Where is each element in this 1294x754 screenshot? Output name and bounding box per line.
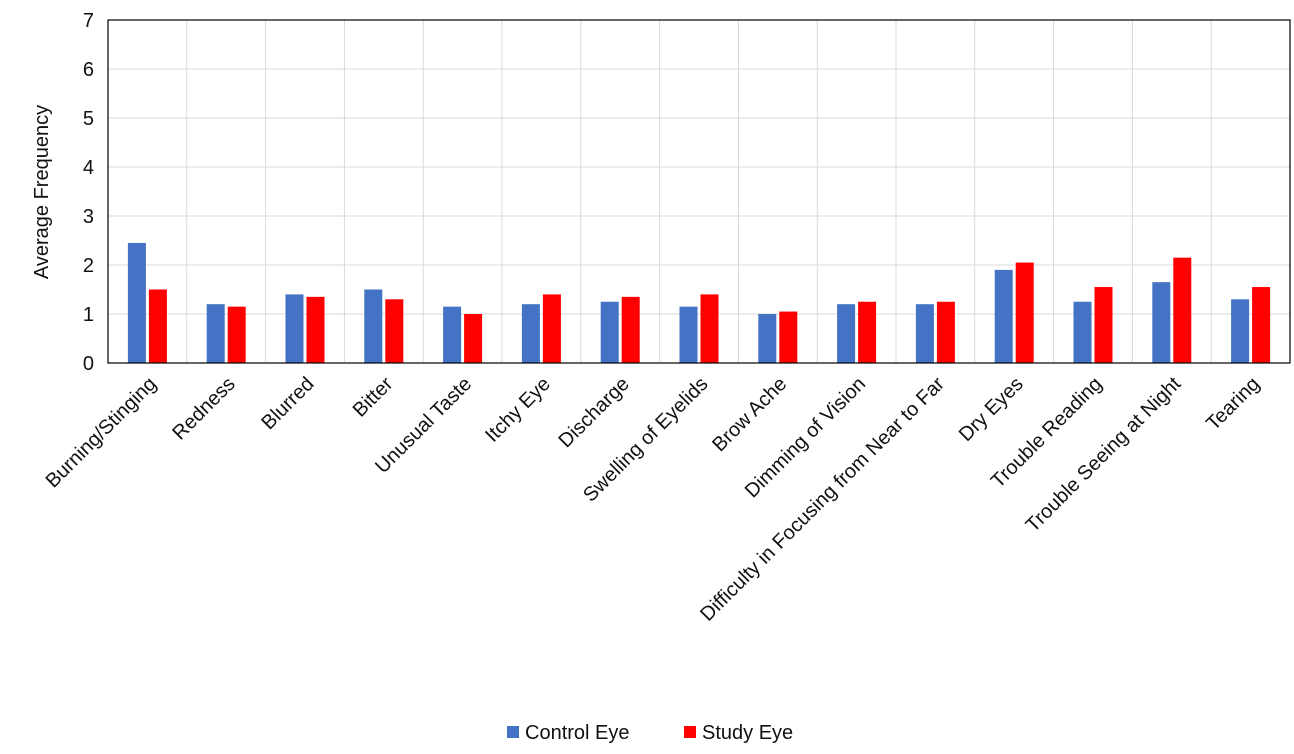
plot-border bbox=[107, 19, 1291, 364]
bar-study-eye bbox=[542, 294, 561, 363]
x-category-label: Discharge bbox=[555, 373, 634, 452]
y-tick-label: 5 bbox=[83, 108, 94, 130]
legend: Control Eye Study Eye bbox=[507, 722, 793, 744]
y-tick-label: 3 bbox=[83, 206, 94, 228]
bar-study-eye bbox=[385, 299, 404, 363]
bar-control-eye bbox=[600, 301, 619, 363]
y-tick-label: 0 bbox=[83, 353, 94, 375]
bar-study-eye bbox=[700, 294, 719, 363]
legend-label: Control Eye bbox=[525, 722, 630, 744]
bars bbox=[127, 242, 1271, 363]
bar-control-eye bbox=[1231, 299, 1250, 363]
x-category-label: Burning/Stinging bbox=[42, 373, 161, 492]
bar-control-eye bbox=[837, 304, 856, 363]
bar-study-eye bbox=[464, 314, 483, 363]
bar-control-eye bbox=[285, 294, 304, 363]
y-axis-title: Average Frequency bbox=[31, 105, 53, 279]
x-category-label: Redness bbox=[168, 373, 239, 444]
bar-study-eye bbox=[306, 296, 325, 363]
bar-study-eye bbox=[858, 301, 877, 363]
x-category-label: Trouble Seeing at Night bbox=[1022, 373, 1186, 537]
x-category-label: Brow Ache bbox=[708, 373, 791, 456]
bar-control-eye bbox=[206, 304, 225, 363]
y-tick-label: 6 bbox=[83, 59, 94, 81]
y-tick-label: 7 bbox=[83, 10, 94, 32]
bar-study-eye bbox=[1252, 287, 1271, 363]
legend-swatch bbox=[684, 726, 696, 738]
y-tick-label: 4 bbox=[83, 157, 94, 179]
y-tick-label: 1 bbox=[83, 304, 94, 326]
x-category-label: Dry Eyes bbox=[955, 373, 1028, 446]
bar-control-eye bbox=[364, 289, 383, 363]
legend-swatch bbox=[507, 726, 519, 738]
bar-control-eye bbox=[679, 306, 698, 363]
bar-study-eye bbox=[621, 296, 640, 363]
legend-label: Study Eye bbox=[702, 722, 793, 744]
bar-control-eye bbox=[915, 304, 934, 363]
bar-control-eye bbox=[521, 304, 540, 363]
grid-lines bbox=[108, 19, 1290, 363]
bar-control-eye bbox=[994, 269, 1013, 363]
x-category-label: Tearing bbox=[1202, 373, 1264, 435]
bar-control-eye bbox=[443, 306, 462, 363]
bar-study-eye bbox=[1015, 262, 1034, 363]
bar-study-eye bbox=[1094, 287, 1113, 363]
bar-control-eye bbox=[1152, 282, 1171, 363]
bar-control-eye bbox=[758, 314, 777, 363]
bar-study-eye bbox=[779, 311, 798, 363]
bar-study-eye bbox=[148, 289, 167, 363]
bar-study-eye bbox=[227, 306, 246, 363]
x-category-label: Blurred bbox=[257, 373, 318, 434]
x-category-label: Itchy Eye bbox=[481, 373, 555, 447]
bar-control-eye bbox=[127, 242, 146, 363]
x-category-label: Bitter bbox=[349, 373, 398, 422]
bar-study-eye bbox=[1173, 257, 1192, 363]
y-tick-label: 2 bbox=[83, 255, 94, 277]
bar-study-eye bbox=[936, 301, 955, 363]
bar-control-eye bbox=[1073, 301, 1092, 363]
